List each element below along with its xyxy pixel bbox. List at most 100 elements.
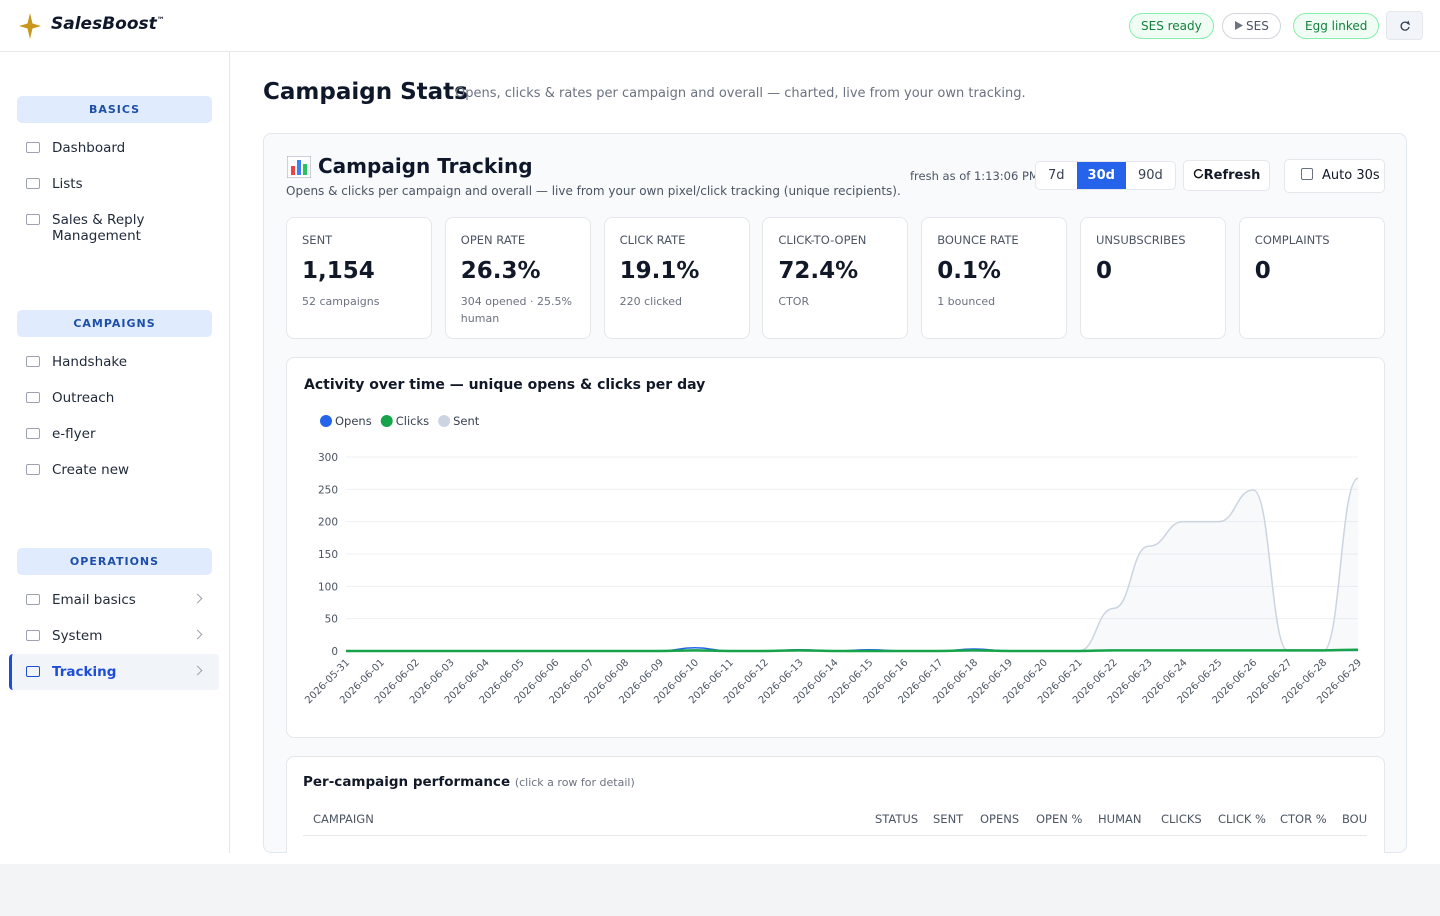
fold	[0, 853, 1440, 864]
stat-card: SENT 1,154 52 campaigns	[286, 217, 432, 339]
stat-label: UNSUBSCRIBES	[1096, 233, 1186, 247]
y-tick-label: 300	[318, 452, 338, 464]
page-subtitle: Opens, clicks & rates per campaign and o…	[455, 86, 1026, 101]
refresh-label: Refresh	[1203, 168, 1261, 183]
fresh-time: fresh as of 1:13:06 PM	[910, 169, 1039, 183]
top-bar: SalesBoost™ SES ready SES Egg linked	[0, 0, 1440, 52]
checkbox[interactable]	[1301, 168, 1313, 180]
nav-icon	[26, 464, 40, 475]
stat-label: OPEN RATE	[460, 233, 526, 247]
sidebar	[0, 52, 230, 864]
legend-label: Opens	[335, 414, 372, 428]
refresh-button[interactable]: Refresh	[1183, 160, 1270, 191]
section-label: BASICS	[17, 96, 212, 123]
badge[interactable]: SES	[1222, 13, 1281, 39]
column-header: CLICKS	[1161, 812, 1202, 826]
page-bottom	[0, 864, 1440, 916]
nav-icon	[26, 666, 40, 677]
nav-item[interactable]: System	[52, 628, 103, 644]
legend-swatch	[380, 415, 393, 427]
nav-icon	[26, 356, 40, 367]
stat-sub: 1 bounced	[937, 295, 996, 308]
stat-sub: 304 opened · 25.5% human	[460, 295, 572, 325]
column-header: BOU	[1342, 812, 1368, 826]
range-toggle: 7d 30d 90d	[1035, 161, 1176, 190]
y-tick-label: 200	[318, 517, 338, 529]
stat-card: CLICK-TO-OPEN 72.4% CTOR	[762, 217, 909, 339]
nav-item[interactable]: Sales & Reply Management	[52, 212, 145, 244]
nav-icon	[26, 594, 40, 605]
section-label: CAMPAIGNS	[17, 310, 212, 337]
nav-icon	[26, 178, 40, 189]
y-tick-label: 0	[331, 646, 338, 658]
stat-value: 26.3%	[460, 258, 541, 284]
stat-card: OPEN RATE 26.3% 304 opened · 25.5% human	[444, 217, 591, 339]
column-header: CTOR %	[1280, 812, 1327, 826]
stat-card: COMPLAINTS 0	[1238, 217, 1385, 339]
column-header: STATUS	[875, 812, 919, 826]
stat-label: CLICK RATE	[619, 233, 686, 247]
stat-sub: 220 clicked	[619, 295, 683, 308]
icon	[1400, 20, 1411, 31]
nav-item[interactable]: Create new	[52, 462, 130, 478]
brand-name: SalesBoost	[51, 14, 157, 34]
stat-value: 0	[1096, 258, 1113, 284]
y-tick-label: 50	[325, 614, 338, 626]
column-header: OPEN %	[1036, 812, 1083, 826]
stat-value: 72.4%	[778, 258, 859, 284]
auto-label: Auto 30s	[1322, 168, 1380, 183]
trademark: ™	[156, 15, 165, 25]
refresh-icon	[1193, 168, 1203, 179]
series-line	[345, 648, 1359, 653]
nav-icon	[26, 214, 40, 225]
badge-text: SES	[1246, 19, 1269, 33]
nav-icon	[26, 392, 40, 403]
y-tick-label: 150	[318, 549, 338, 561]
badge[interactable]: Egg linked	[1293, 13, 1380, 39]
y-tick-label: 250	[318, 484, 338, 496]
tracking-title: Campaign Tracking	[318, 154, 533, 178]
stat-label: BOUNCE RATE	[937, 233, 1019, 247]
nav-item[interactable]: Tracking	[52, 664, 117, 680]
column-header: CAMPAIGN	[313, 812, 374, 826]
stat-card: BOUNCE RATE 0.1% 1 bounced	[921, 217, 1068, 339]
nav-icon	[26, 142, 40, 153]
nav-item[interactable]: Lists	[52, 176, 83, 192]
nav-item[interactable]: Dashboard	[52, 140, 126, 156]
range-button[interactable]: 7d	[1048, 168, 1065, 183]
refresh-icon-button[interactable]	[1386, 11, 1423, 40]
stat-value: 1,154	[302, 258, 375, 284]
legend-swatch	[320, 415, 332, 427]
chart-emoji	[287, 156, 311, 178]
nav-item[interactable]: Handshake	[52, 354, 128, 370]
column-header: CLICK %	[1218, 812, 1266, 826]
page-title: Campaign Stats	[263, 79, 468, 105]
series-area	[346, 478, 1358, 651]
badge[interactable]: SES ready	[1129, 13, 1214, 39]
brand: SalesBoost™	[51, 14, 165, 34]
stat-card: CLICK RATE 19.1% 220 clicked	[603, 217, 750, 339]
active-bg	[9, 654, 219, 690]
legend-label: Sent	[453, 414, 480, 428]
chart-card: Activity over time — unique opens & clic…	[286, 357, 1385, 738]
auto-toggle[interactable]: Auto 30s	[1284, 159, 1385, 193]
table-title-text: Per-campaign performance	[303, 774, 511, 790]
range-button[interactable]: 90d	[1137, 168, 1163, 183]
stat-card: UNSUBSCRIBES 0	[1080, 217, 1226, 339]
stat-label: SENT	[302, 233, 333, 247]
column-header: SENT	[933, 812, 964, 826]
logo-icon	[19, 13, 41, 39]
table-rule	[303, 835, 1367, 836]
stat-value: 0	[1254, 258, 1271, 284]
nav-icon	[26, 630, 40, 641]
nav-item[interactable]: e-flyer	[52, 426, 96, 442]
nav-item[interactable]: Email basics	[52, 592, 136, 608]
legend-swatch	[438, 415, 451, 427]
range-button[interactable]: 30d	[1076, 162, 1126, 189]
stat-value: 19.1%	[619, 258, 700, 284]
nav-icon	[26, 428, 40, 439]
stat-sub: CTOR	[778, 295, 810, 308]
nav-item[interactable]: Outreach	[52, 390, 115, 406]
stat-label: COMPLAINTS	[1254, 233, 1330, 247]
